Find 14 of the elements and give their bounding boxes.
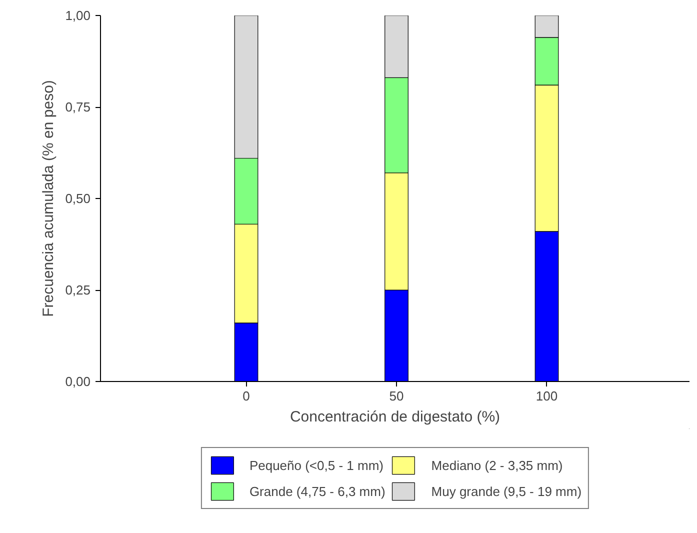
legend-label: Grande (4,75 - 6,3 mm) bbox=[249, 484, 386, 498]
legend-label: Pequeño (<0,5 - 1 mm) bbox=[249, 458, 384, 472]
x-tick-label: 0 bbox=[242, 388, 250, 404]
x-tick-label: 50 bbox=[389, 388, 404, 404]
x-tick-label: 100 bbox=[536, 388, 558, 404]
y-tick-label: 0,50 bbox=[65, 191, 91, 206]
y-tick-label: 0,00 bbox=[65, 374, 91, 389]
legend-label: Muy grande (9,5 - 19 mm) bbox=[431, 484, 582, 498]
y-tick-label: 1,00 bbox=[65, 8, 91, 23]
y-tick-label: 0,25 bbox=[65, 282, 91, 298]
y-tick-label: 0,75 bbox=[65, 100, 91, 114]
y-axis-title: Frecuencia acumulada (% en peso) bbox=[40, 80, 58, 317]
x-axis-title: Concentración de digestato (%) bbox=[290, 408, 500, 426]
legend-label: Mediano (2 - 3,35 mm) bbox=[431, 458, 563, 472]
